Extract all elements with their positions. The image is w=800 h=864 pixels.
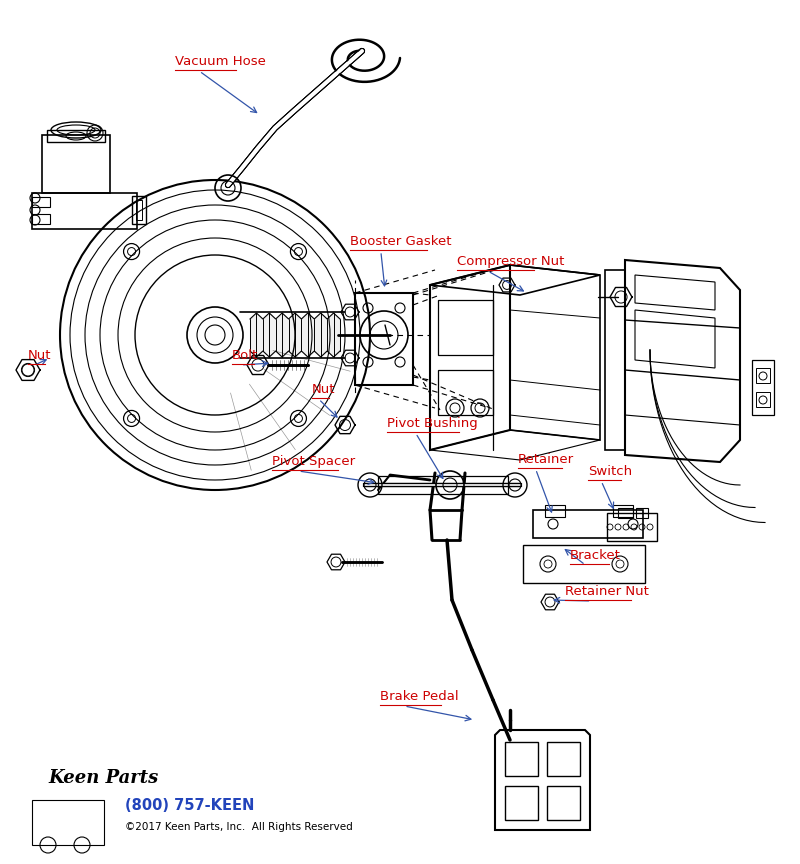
Text: Nut: Nut [28,349,51,362]
Text: Retainer: Retainer [518,453,574,466]
Text: Brake Pedal: Brake Pedal [380,690,458,703]
Bar [136,200,142,220]
Bar [618,508,633,518]
Bar [545,505,565,517]
Bar [32,197,50,207]
Text: Compressor Nut: Compressor Nut [457,255,564,268]
Text: Nut: Nut [312,383,335,396]
Bar [533,510,643,538]
Text: Keen Parts: Keen Parts [48,769,158,787]
Bar [132,196,146,224]
Bar [756,392,770,407]
Text: Bracket: Bracket [570,549,621,562]
Bar [523,545,645,583]
Bar [505,786,538,820]
Bar [32,800,104,845]
Text: Retainer Nut: Retainer Nut [565,585,649,598]
Bar [547,742,580,776]
Bar [438,370,493,415]
Bar [547,786,580,820]
Text: Bolt: Bolt [232,349,258,362]
Bar [636,508,648,518]
Text: Switch: Switch [588,465,632,478]
Bar [505,742,538,776]
Bar [438,300,493,355]
Text: ©2017 Keen Parts, Inc.  All Rights Reserved: ©2017 Keen Parts, Inc. All Rights Reserv… [125,822,353,832]
Bar [752,360,774,415]
Bar [47,130,105,142]
Text: Pivot Spacer: Pivot Spacer [272,455,355,468]
Bar [378,476,508,494]
Text: Vacuum Hose: Vacuum Hose [175,55,266,68]
Bar [355,293,413,385]
Bar [32,214,50,224]
Text: Booster Gasket: Booster Gasket [350,235,451,248]
Text: Pivot Bushing: Pivot Bushing [387,417,478,430]
Text: (800) 757-KEEN: (800) 757-KEEN [125,798,254,813]
Bar [613,505,633,517]
Bar [756,368,770,383]
Bar [32,193,137,229]
Bar [607,513,657,541]
Bar [42,135,110,193]
